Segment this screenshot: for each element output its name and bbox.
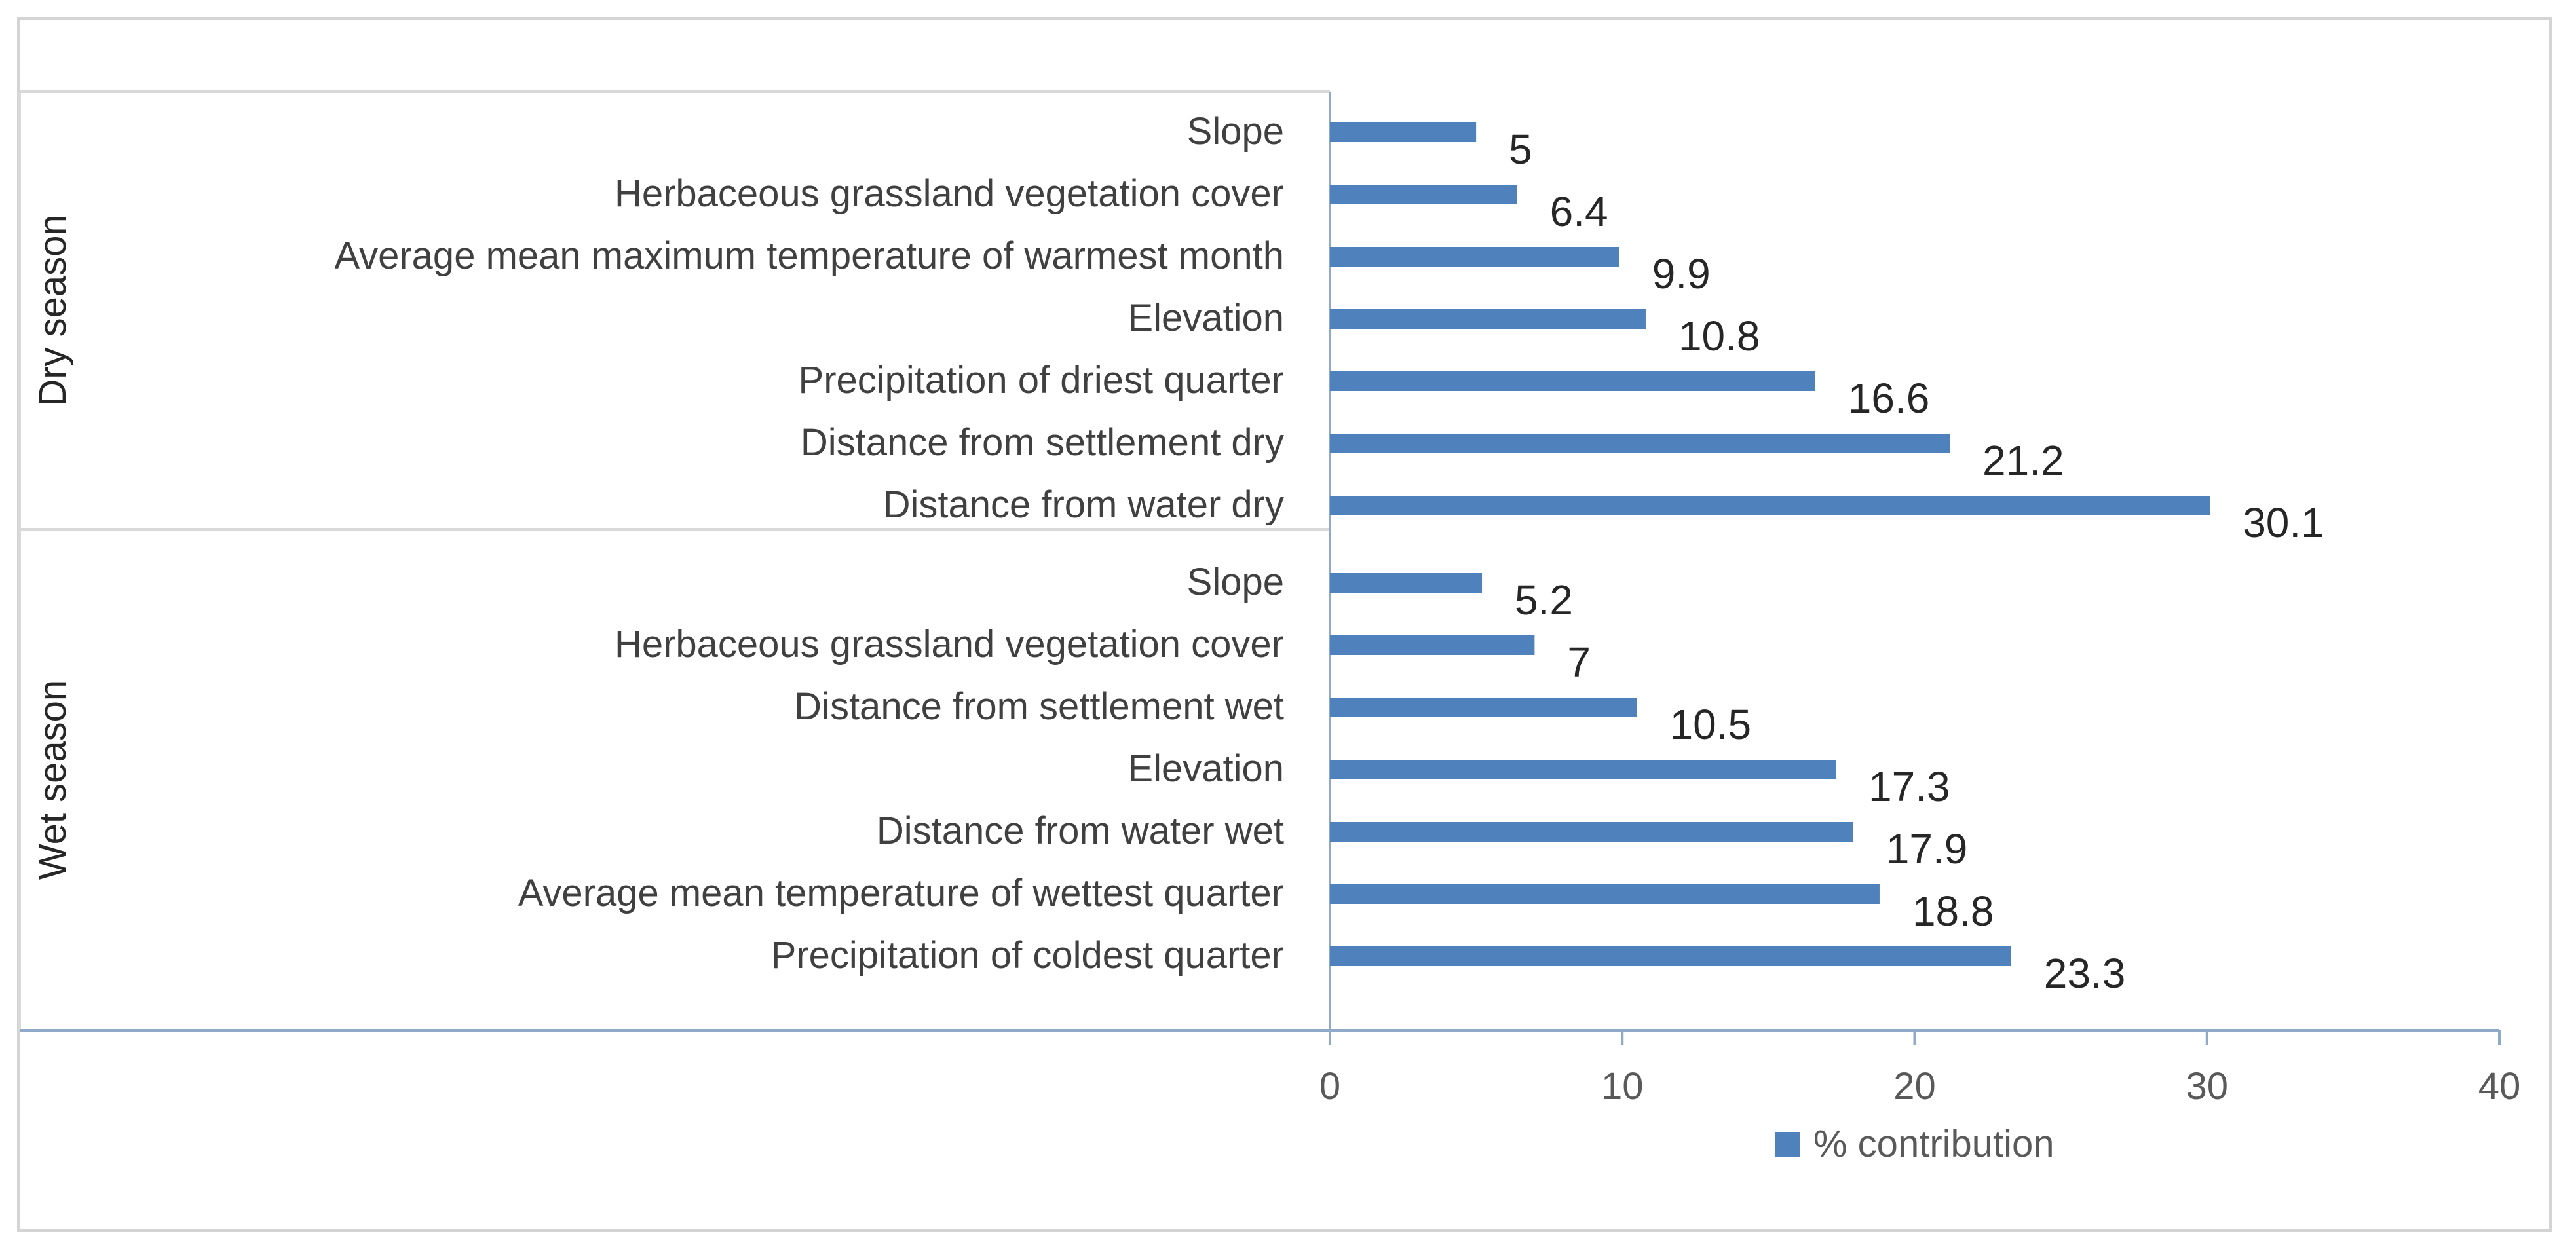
x-tick-label: 20 [1893,1065,1936,1108]
bar [1330,946,2011,966]
bar [1330,496,2210,515]
bar [1330,884,1880,904]
category-label: Herbaceous grassland vegetation cover [615,623,1284,665]
category-label: Herbaceous grassland vegetation cover [615,172,1284,215]
category-label: Slope [1187,561,1284,603]
x-tick-label: 40 [2478,1065,2521,1108]
bar [1330,698,1637,717]
category-label: Distance from water wet [877,810,1284,852]
bar [1330,309,1646,329]
value-label: 30.1 [2243,499,2324,546]
value-label: 5.2 [1515,576,1573,624]
value-label: 7 [1567,639,1591,686]
category-label: Precipitation of coldest quarter [771,934,1284,977]
x-tick-label: 0 [1319,1065,1340,1108]
category-label: Average mean temperature of wettest quar… [518,872,1284,914]
category-label: Elevation [1127,747,1284,790]
value-label: 18.8 [1912,888,1994,935]
bar [1330,635,1535,655]
category-label: Average mean maximum temperature of warm… [334,234,1284,277]
value-label: 23.3 [2044,950,2126,997]
chart-structure [18,90,2501,1045]
x-tick-label: 30 [2186,1065,2228,1108]
category-label: Slope [1187,110,1284,153]
group-label: Wet season [31,680,74,880]
category-label: Precipitation of driest quarter [799,359,1284,402]
labels: 0 10 20 30 40 Slope 5 Herbaceous grassland vege… [31,110,2520,1165]
bar [1330,185,1517,204]
value-label: 10.8 [1678,312,1760,360]
x-tick-label: 10 [1601,1065,1644,1108]
bar [1330,822,1853,842]
value-label: 5 [1509,126,1532,173]
legend-swatch [1775,1132,1800,1157]
category-label: Elevation [1127,297,1284,339]
value-label: 16.6 [1848,375,1930,422]
value-label: 9.9 [1652,250,1711,297]
bar [1330,573,1483,593]
bars [1330,122,2210,966]
value-label: 21.2 [1982,437,2064,484]
group-label: Dry season [31,214,74,406]
value-label: 10.5 [1670,701,1752,748]
value-label: 6.4 [1550,188,1608,235]
bar [1330,371,1815,391]
bar [1330,247,1619,267]
legend-label: % contribution [1813,1123,2055,1165]
value-label: 17.9 [1886,825,1968,872]
bar [1330,122,1477,142]
bar [1330,434,1950,453]
value-label: 17.3 [1868,763,1950,810]
category-label: Distance from settlement wet [794,685,1284,728]
category-label: Distance from water dry [883,483,1284,526]
bar [1330,760,1836,779]
category-label: Distance from settlement dry [801,421,1284,464]
